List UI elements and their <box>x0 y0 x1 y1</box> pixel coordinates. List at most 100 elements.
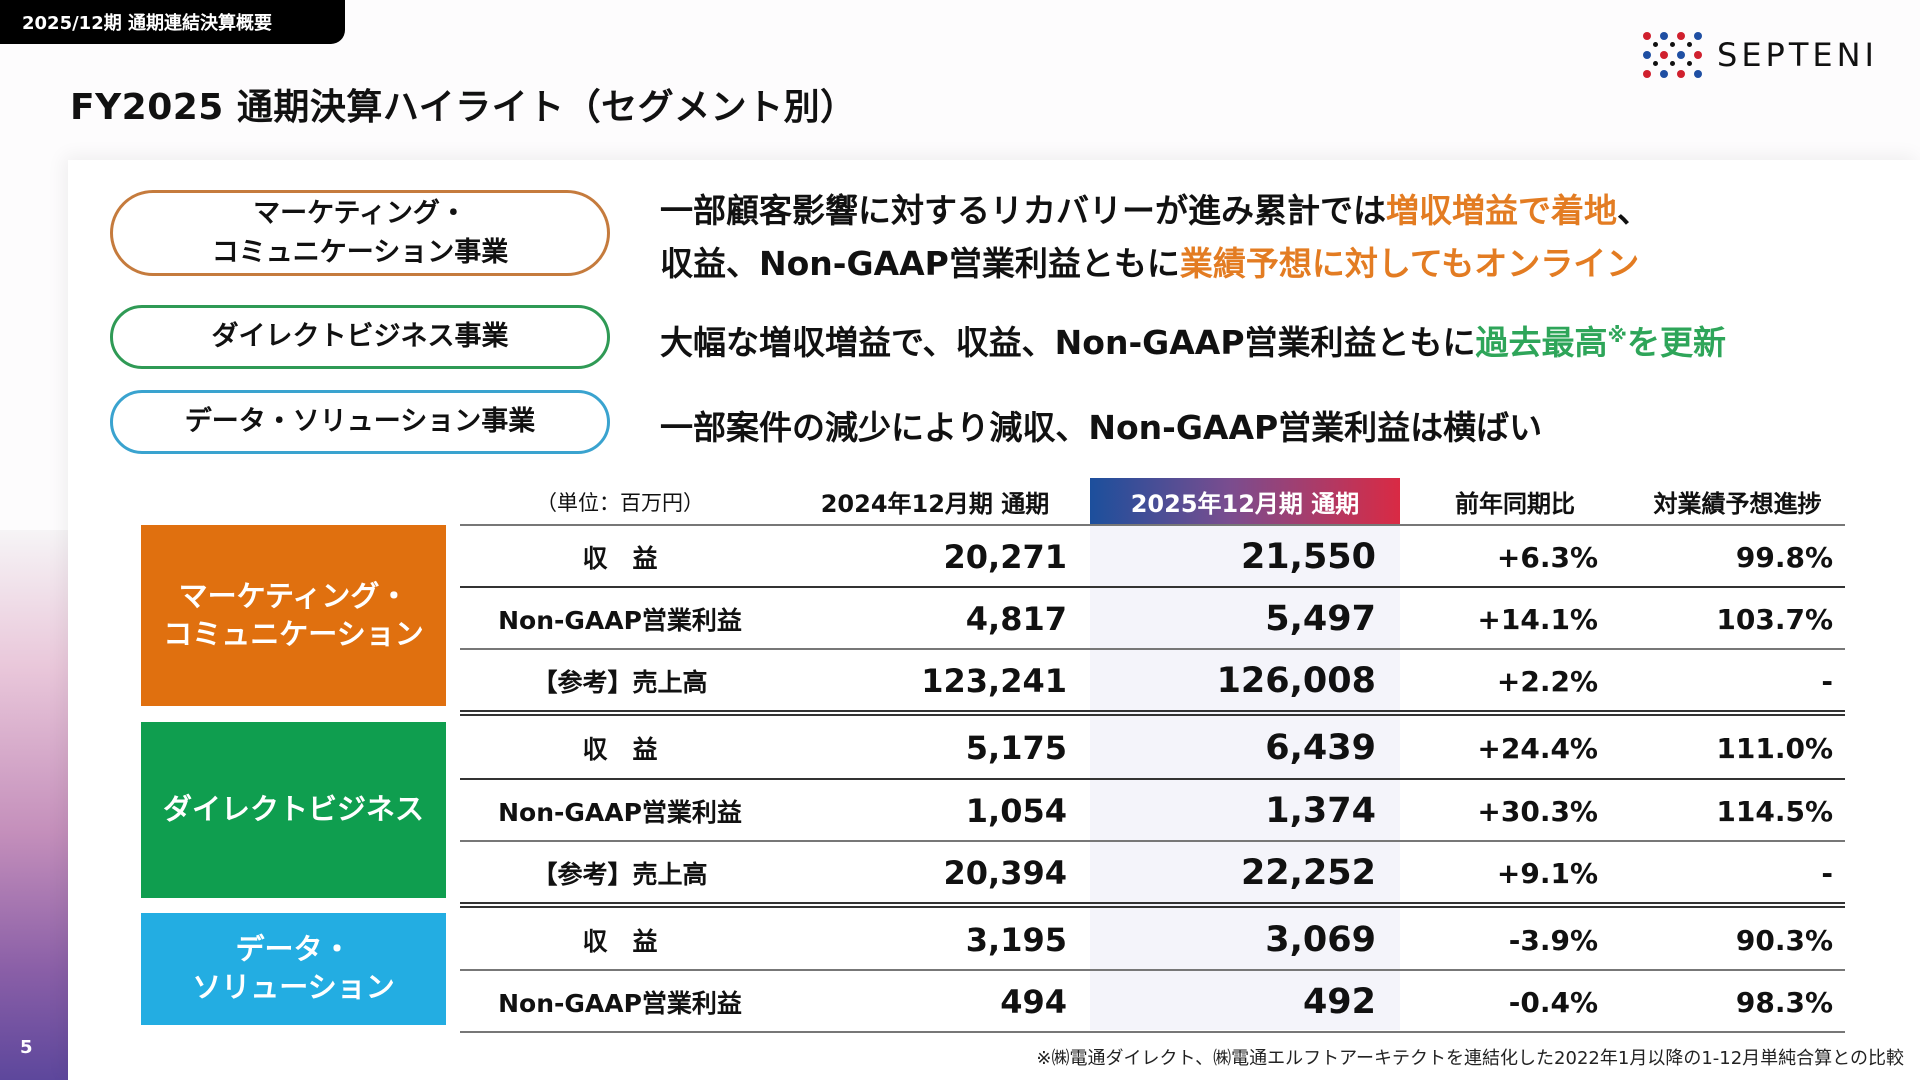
statement-text: 一部顧客影響に対するリカバリーが進み累計では <box>660 191 1386 230</box>
value-progress: - <box>1821 664 1833 698</box>
value-progress: 98.3% <box>1735 985 1833 1019</box>
value-yoy: -0.4% <box>1508 985 1598 1019</box>
pill-data-solution: データ・ソリューション事業 <box>110 390 610 454</box>
segment-direct-business: ダイレクトビジネス <box>141 722 446 898</box>
table-rule <box>460 778 1845 780</box>
value-fy2024: 494 <box>1000 983 1067 1021</box>
footnote: ※㈱電通ダイレクト、㈱電通エルフトアーキテクトを連結化した2022年1月以降の1… <box>1036 1048 1904 1069</box>
row-label: 収 益 <box>582 735 658 764</box>
header-yoy: 前年同期比 <box>1455 490 1575 518</box>
segment-name: ダイレクトビジネス <box>162 792 424 827</box>
value-progress: 99.8% <box>1735 540 1833 574</box>
row-label: 収 益 <box>582 927 658 956</box>
value-progress: - <box>1821 856 1833 890</box>
statement-highlight: 業績予想に対してもオンライン <box>1179 244 1640 283</box>
table-rule <box>460 524 1845 526</box>
value-fy2025: 492 <box>1302 982 1376 1022</box>
value-yoy: +24.4% <box>1477 731 1598 765</box>
row-label: Non-GAAP営業利益 <box>498 606 742 635</box>
value-fy2024: 123,241 <box>921 662 1067 700</box>
table-row: Non-GAAP営業利益 1,054 1,374 +30.3% 114.5% <box>460 780 1845 842</box>
value-fy2025: 3,069 <box>1265 920 1376 960</box>
table-row: 収 益 3,195 3,069 -3.9% 90.3% <box>460 909 1845 971</box>
pill-label: ダイレクトビジネス事業 <box>211 321 509 353</box>
septeni-dots-icon <box>1643 32 1703 78</box>
table-row: 収 益 20,271 21,550 +6.3% 99.8% <box>460 526 1845 588</box>
section-tab-label: 2025/12期 通期連結決算概要 <box>22 13 272 34</box>
row-label: 【参考】売上高 <box>532 668 708 697</box>
pill-label-line1: マーケティング・ <box>253 197 467 229</box>
statement-marketing-line2: 収益、Non-GAAP営業利益ともに業績予想に対してもオンライン <box>660 237 1639 285</box>
statement-highlight: を更新 <box>1626 323 1726 362</box>
row-label: Non-GAAP営業利益 <box>498 989 742 1018</box>
header-progress: 対業績予想進捗 <box>1653 490 1822 518</box>
section-tab: 2025/12期 通期連結決算概要 <box>0 0 345 44</box>
table-rule <box>460 969 1845 971</box>
header-fy2024: 2024年12月期 通期 <box>820 490 1050 518</box>
table-row: 収 益 5,175 6,439 +24.4% 111.0% <box>460 717 1845 779</box>
page-number: 5 <box>20 1037 33 1058</box>
value-fy2024: 20,271 <box>943 538 1067 576</box>
statement-direct-business: 大幅な増収増益で、収益、Non-GAAP営業利益ともに過去最高※を更新 <box>660 316 1726 364</box>
value-fy2024: 4,817 <box>965 600 1067 638</box>
pill-marketing-communication: マーケティング・ コミュニケーション事業 <box>110 190 610 276</box>
row-label: 収 益 <box>582 544 658 573</box>
table-row: 【参考】売上高 123,241 126,008 +2.2% - <box>460 650 1845 712</box>
value-fy2024: 20,394 <box>943 854 1067 892</box>
unit-label: （単位：百万円） <box>536 490 704 515</box>
table-double-rule <box>460 902 1845 908</box>
value-yoy: +6.3% <box>1496 540 1598 574</box>
value-fy2024: 3,195 <box>965 921 1067 959</box>
table-row: Non-GAAP営業利益 4,817 5,497 +14.1% 103.7% <box>460 588 1845 650</box>
statement-data-solution: 一部案件の減少により減収、Non-GAAP営業利益は横ばい <box>660 401 1542 449</box>
statement-highlight: 過去最高 <box>1475 323 1608 362</box>
segment-name-line1: データ・ <box>235 932 352 967</box>
header-fy2025: 2025年12月期 通期 <box>1090 478 1400 525</box>
table-row: 【参考】売上高 20,394 22,252 +9.1% - <box>460 842 1845 904</box>
segment-name-line2: ソリューション <box>192 970 395 1004</box>
row-label: 【参考】売上高 <box>532 860 708 889</box>
table-rule <box>460 586 1845 588</box>
value-yoy: +2.2% <box>1496 664 1598 698</box>
segment-name-line2: コミュニケーション <box>163 616 424 651</box>
value-progress: 103.7% <box>1716 602 1833 636</box>
pill-direct-business: ダイレクトビジネス事業 <box>110 305 610 369</box>
value-fy2025: 21,550 <box>1240 537 1376 577</box>
side-gradient-bar: 5 <box>0 530 68 1080</box>
value-fy2025: 126,008 <box>1216 661 1376 701</box>
segment-name-line1: マーケティング・ <box>178 578 409 613</box>
value-yoy: +9.1% <box>1496 856 1598 890</box>
value-progress: 114.5% <box>1716 794 1833 828</box>
value-fy2025: 1,374 <box>1265 791 1376 831</box>
row-label: Non-GAAP営業利益 <box>498 798 742 827</box>
statement-text: 大幅な増収増益で、収益、Non-GAAP営業利益ともに <box>660 323 1476 362</box>
page-title: FY2025 通期決算ハイライト（セグメント別） <box>70 87 857 128</box>
table-rule <box>460 1031 1845 1033</box>
value-fy2025: 22,252 <box>1240 853 1376 893</box>
statement-text: 一部案件の減少により減収、Non-GAAP営業利益は横ばい <box>660 408 1543 447</box>
value-progress: 111.0% <box>1716 731 1833 765</box>
fy2025-highlight-column <box>1090 525 1400 1030</box>
value-fy2025: 5,497 <box>1265 599 1376 639</box>
statement-marketing-line1: 一部顧客影響に対するリカバリーが進み累計では増収増益で着地、 <box>660 184 1650 232</box>
table-double-rule <box>460 710 1845 716</box>
value-yoy: -3.9% <box>1508 923 1598 957</box>
value-fy2024: 5,175 <box>965 729 1067 767</box>
logo-text: SEPTENI <box>1717 36 1878 74</box>
segment-marketing-communication: マーケティング・ コミュニケーション <box>141 525 446 706</box>
pill-label-line2: コミュニケーション事業 <box>211 237 509 268</box>
value-yoy: +14.1% <box>1477 602 1598 636</box>
statement-highlight: 増収増益で着地 <box>1386 191 1617 230</box>
value-fy2024: 1,054 <box>965 792 1067 830</box>
footnote-mark: ※ <box>1607 323 1627 347</box>
table-rule <box>460 840 1845 842</box>
statement-text: 、 <box>1617 191 1650 230</box>
segment-data-solution: データ・ ソリューション <box>141 913 446 1025</box>
value-fy2025: 6,439 <box>1265 728 1376 768</box>
septeni-logo: SEPTENI <box>1643 32 1878 78</box>
statement-text: 収益、Non-GAAP営業利益ともに <box>660 244 1180 283</box>
table-row: Non-GAAP営業利益 494 492 -0.4% 98.3% <box>460 971 1845 1033</box>
table-rule <box>460 648 1845 650</box>
value-progress: 90.3% <box>1735 923 1833 957</box>
value-yoy: +30.3% <box>1477 794 1598 828</box>
